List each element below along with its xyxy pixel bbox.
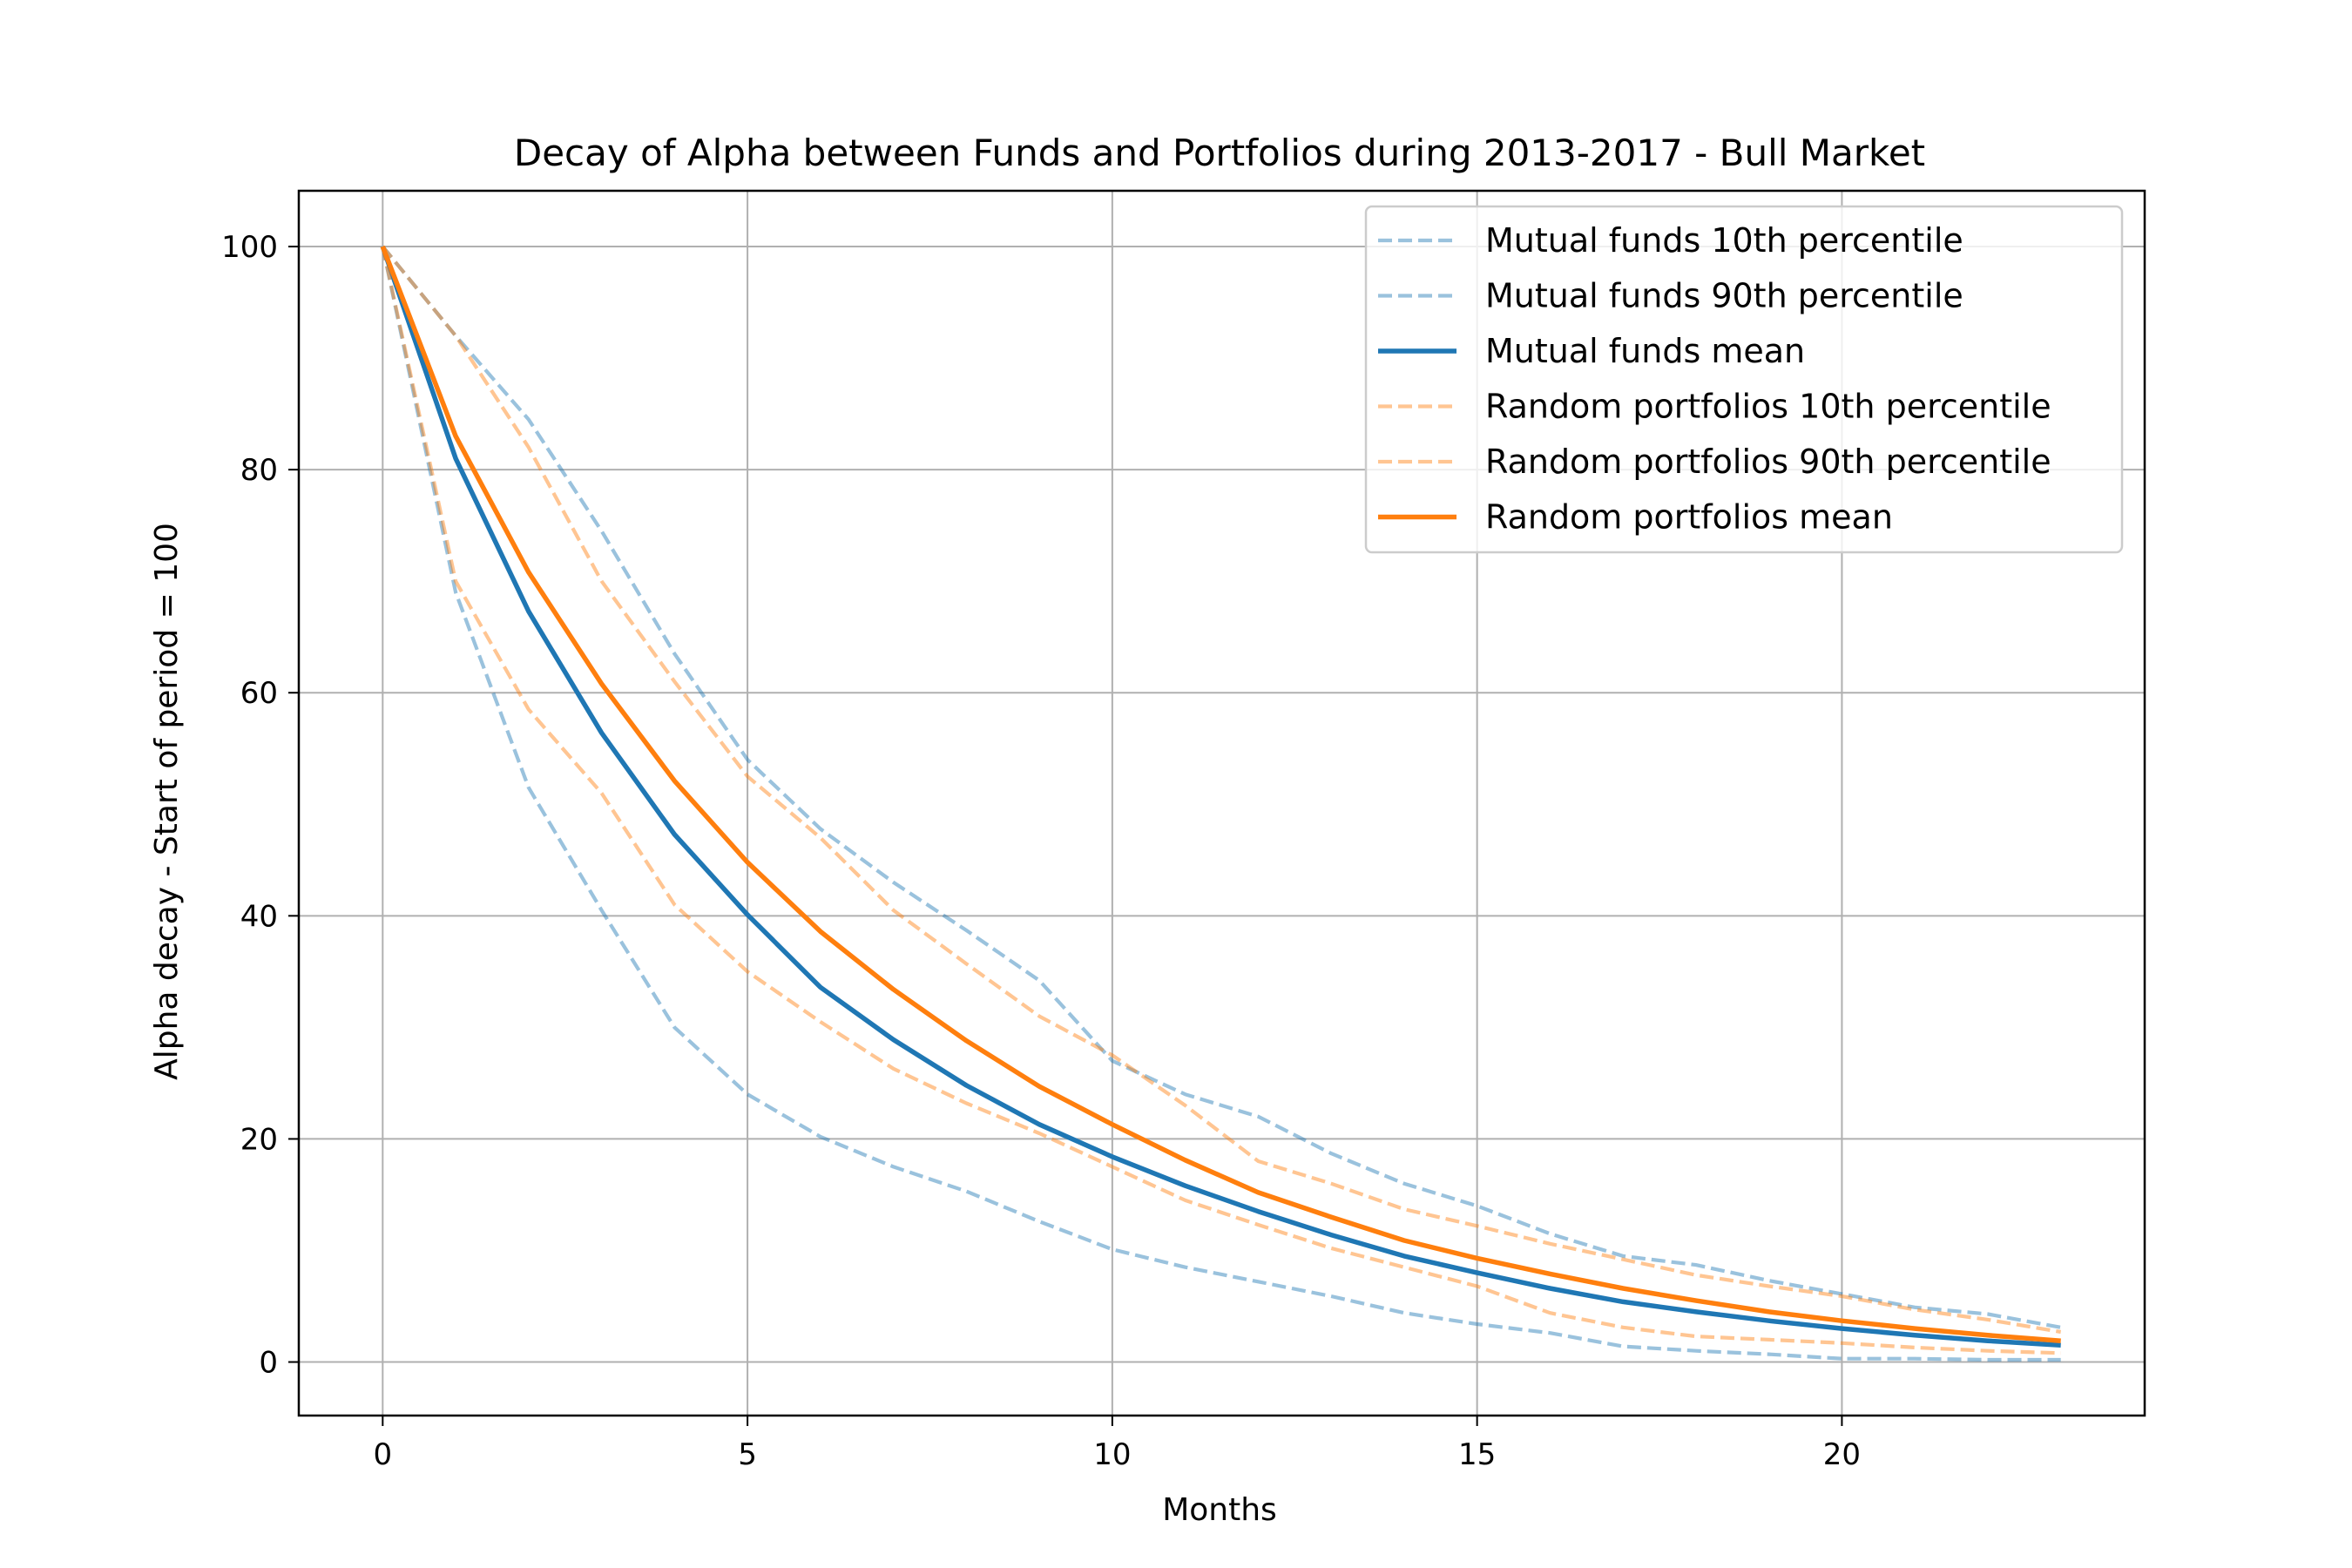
plot-frame <box>297 189 2146 1417</box>
legend-item: Random portfolios mean <box>1378 498 1893 537</box>
legend-label: Random portfolios mean <box>1485 498 1893 537</box>
y-tick-label: 0 <box>259 1346 278 1381</box>
legend-item: Mutual funds mean <box>1378 332 1805 370</box>
x-tick-label: 20 <box>1823 1437 1861 1472</box>
legend: Mutual funds 10th percentile Mutual funds… <box>1364 205 2124 554</box>
series-lines <box>380 245 2062 1362</box>
legend-label: Mutual funds 10th percentile <box>1485 221 1963 260</box>
x-tick-label: 0 <box>373 1437 392 1472</box>
x-axis-label: Months <box>1162 1492 1277 1528</box>
series-line-random-portfolios-10th-percentile <box>381 246 2061 1355</box>
series-line-random-portfolios-mean <box>380 246 2061 1343</box>
y-axis-label: Alpha decay - Start of period = 100 <box>149 523 185 1080</box>
legend-item: Mutual funds 10th percentile <box>1378 221 1963 260</box>
y-tick-label: 20 <box>240 1122 278 1157</box>
legend-label: Random portfolios 10th percentile <box>1485 388 2051 426</box>
legend-label: Mutual funds 90th percentile <box>1485 277 1963 315</box>
x-tick-label: 15 <box>1458 1437 1496 1472</box>
y-tick-label: 100 <box>221 230 278 265</box>
series-line-mutual-funds-mean <box>380 246 2061 1348</box>
legend-box <box>1364 205 2124 554</box>
series-line-random-portfolios-90th-percentile <box>381 245 2062 1335</box>
x-tick-label: 10 <box>1093 1437 1131 1472</box>
legend-label: Random portfolios 90th percentile <box>1485 443 2051 481</box>
y-tick-label: 40 <box>240 899 278 934</box>
y-tick-label: 80 <box>240 453 278 488</box>
x-tick-label: 5 <box>738 1437 757 1472</box>
legend-item: Random portfolios 90th percentile <box>1378 443 2051 481</box>
legend-item: Mutual funds 90th percentile <box>1378 277 1963 315</box>
y-tick-label: 60 <box>240 676 278 711</box>
series-line-mutual-funds-10th-percentile <box>381 246 2061 1362</box>
legend-label: Mutual funds mean <box>1485 332 1805 370</box>
series-line-mutual-funds-90th-percentile <box>381 245 2062 1329</box>
chart-title: Decay of Alpha between Funds and Portfol… <box>514 132 1925 174</box>
legend-item: Random portfolios 10th percentile <box>1378 388 2051 426</box>
axis-ticks: 0 5 10 15 20 0 20 40 60 80 100 <box>221 230 1861 1472</box>
